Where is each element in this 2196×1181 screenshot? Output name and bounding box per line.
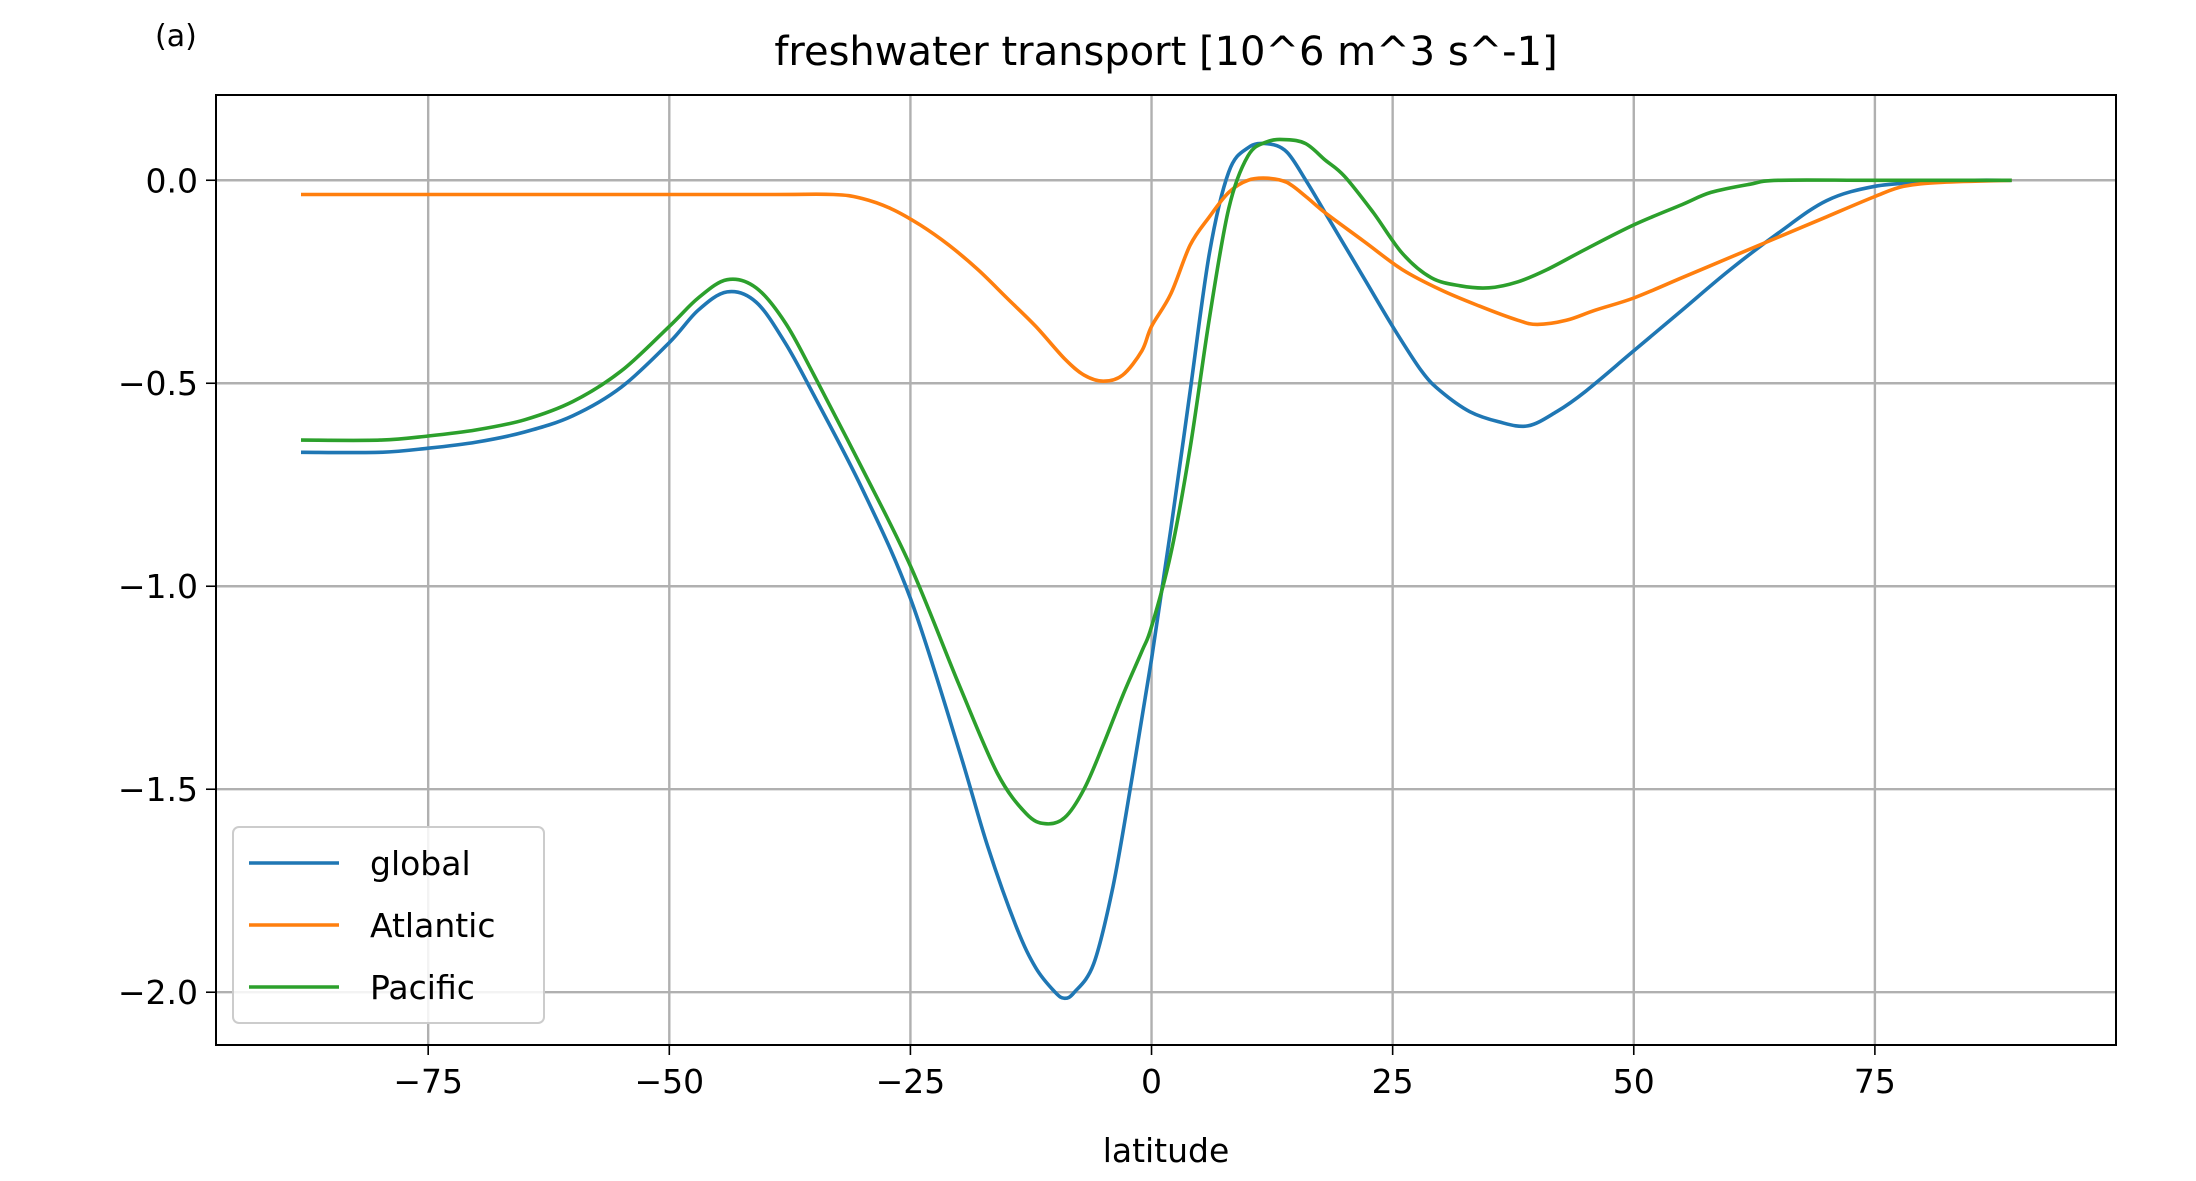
axis-ticks: −75 −50 −25 0 25 50 75 0.0 −0.5 −1.0 −1.5 −2.0 xyxy=(118,161,1896,1101)
y-tick-label: −2.0 xyxy=(118,973,198,1012)
series-line-global xyxy=(300,141,2012,1001)
series-line-atlantic xyxy=(301,176,2012,383)
x-tick-label: 25 xyxy=(1372,1062,1414,1101)
plot-frame xyxy=(215,94,2117,1046)
panel-label: (a) xyxy=(155,19,197,54)
legend: global Atlantic Pacific xyxy=(232,826,545,1024)
series-lines xyxy=(300,137,2012,1001)
y-tick-label: −1.5 xyxy=(118,770,198,809)
legend-label-global: global xyxy=(370,844,471,883)
x-tick-label: −25 xyxy=(876,1062,946,1101)
x-tick-label: −75 xyxy=(393,1062,463,1101)
y-tick-label: −1.0 xyxy=(118,567,198,606)
x-tick-label: 0 xyxy=(1141,1062,1162,1101)
x-tick-label: −50 xyxy=(634,1062,704,1101)
legend-label-pacific: Pacific xyxy=(370,968,475,1007)
x-axis-label: latitude xyxy=(1103,1131,1230,1170)
legend-entries: global Atlantic Pacific xyxy=(249,844,496,1007)
y-tick-label: −0.5 xyxy=(118,364,198,403)
x-tick-label: 75 xyxy=(1854,1062,1896,1101)
series-line-pacific xyxy=(300,137,2012,826)
x-tick-label: 50 xyxy=(1613,1062,1655,1101)
y-tick-label: 0.0 xyxy=(146,161,198,200)
legend-box xyxy=(232,826,545,1024)
legend-label-atlantic: Atlantic xyxy=(370,906,496,945)
chart-title: freshwater transport [10^6 m^3 s^-1] xyxy=(774,29,1557,75)
